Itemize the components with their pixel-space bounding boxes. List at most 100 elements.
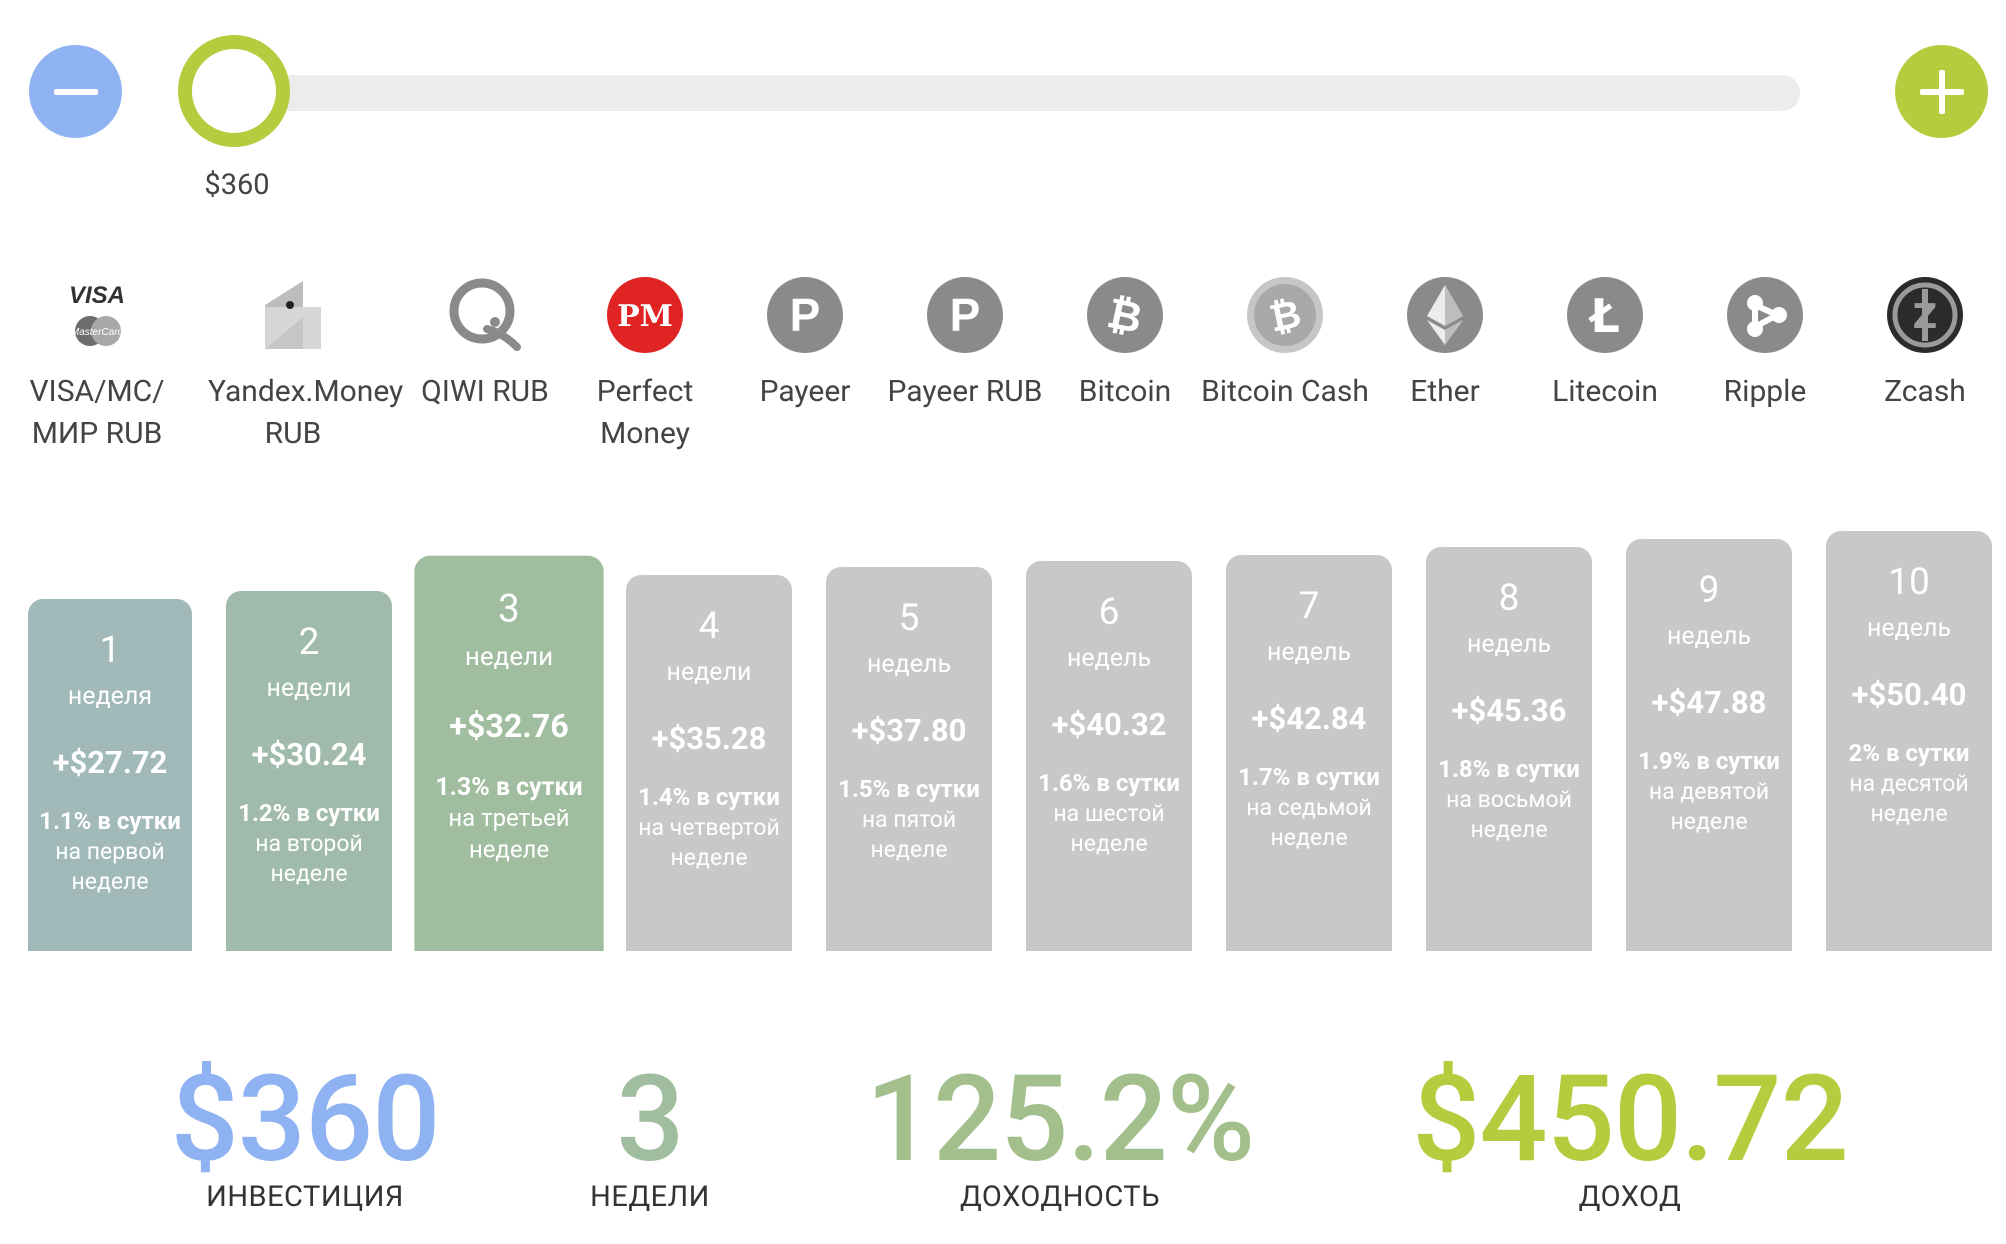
zcash-icon: Z [1885,275,1965,355]
yield-label: ДОХОДНОСТЬ [959,1180,1161,1214]
week-unit: недель [1866,614,1952,643]
amount-slider-track[interactable] [236,75,1800,111]
week-gain: +$42.84 [1251,700,1367,737]
week-note: на первой неделе [55,838,165,895]
week-number: 3 [498,587,520,632]
week-gain: +$47.88 [1651,684,1767,721]
week-card-2[interactable]: 2 недели +$30.24 1.2% в сутки на второй неде… [226,591,392,951]
week-unit: недель [866,650,952,679]
svg-text:Z: Z [1913,297,1938,337]
minus-icon [53,88,98,95]
qiwi-icon [445,275,525,355]
week-gain: +$45.36 [1451,692,1567,729]
week-note: на седьмой неделе [1246,794,1372,851]
payment-method-qiwi[interactable]: QIWI RUB [400,275,570,413]
week-card-4[interactable]: 4 недели +$35.28 1.4% в сутки на четвертой н… [626,575,792,951]
slider-value-label: $360 [204,168,270,202]
week-gain: +$32.76 [449,706,569,746]
week-number: 10 [1888,561,1930,604]
payment-method-ether[interactable]: Ether [1360,275,1530,413]
week-unit: недель [1066,644,1152,673]
week-number: 8 [1498,577,1520,620]
payment-method-payeer[interactable]: P Payeer [720,275,890,413]
stat-investment: $360 ИНВЕСТИЦИЯ [150,1060,460,1214]
week-number: 7 [1298,585,1320,628]
week-note: на пятой неделе [861,806,957,863]
payment-method-visa-mc[interactable]: VISA MasterCard VISA/MC/ МИР RUB [12,275,182,455]
decrease-button[interactable] [29,45,122,138]
plus-icon [1919,69,1964,114]
week-daily-rate: 1.8% в сутки [1438,755,1580,783]
week-gain: +$27.72 [52,744,168,781]
week-gain: +$35.28 [651,720,767,757]
litecoin-icon: Ł [1565,275,1645,355]
income-value: $450.72 [1412,1050,1849,1190]
bitcoin-cash-icon: ₿ [1245,275,1325,355]
payeer-icon: P [925,275,1005,355]
payment-method-zcash[interactable]: Z Zcash [1840,275,2006,413]
investment-label: ИНВЕСТИЦИЯ [206,1180,404,1214]
payment-method-payeer-rub[interactable]: P Payeer RUB [880,275,1050,413]
amount-slider-handle[interactable] [178,35,290,147]
payment-method-ripple[interactable]: Ripple [1680,275,1850,413]
week-daily-rate: 1.4% в сутки [638,783,780,811]
increase-button[interactable] [1895,45,1988,138]
week-unit: недели [266,674,352,703]
week-daily-rate: 1.5% в сутки [838,775,980,803]
svg-text:P: P [790,289,821,341]
week-gain: +$37.80 [851,712,967,749]
week-unit: неделя [67,682,153,711]
week-note: на четвертой неделе [638,814,780,871]
week-daily-rate: 1.1% в сутки [39,807,181,835]
week-note: на восьмой неделе [1446,786,1572,843]
week-card-1[interactable]: 1 неделя +$27.72 1.1% в сутки на первой неде… [28,599,192,951]
income-label: ДОХОД [1578,1180,1682,1214]
ether-icon [1405,275,1485,355]
week-gain: +$50.40 [1851,676,1967,713]
week-note: на второй неделе [255,830,363,887]
payment-method-litecoin[interactable]: Ł Litecoin [1520,275,1690,413]
svg-text:P: P [950,289,981,341]
payment-method-bitcoin[interactable]: ₿ Bitcoin [1040,275,1210,413]
svg-text:Ł: Ł [1587,289,1620,343]
week-note: на третьей неделе [448,804,570,864]
weeks-label: НЕДЕЛИ [590,1180,710,1214]
week-unit: недель [1666,622,1752,651]
perfect-money-icon: PM [605,275,685,355]
week-note: на девятой неделе [1648,778,1770,835]
week-number: 1 [99,629,121,672]
svg-text:VISA: VISA [69,282,125,309]
visa-mastercard-icon: VISA MasterCard [57,275,137,355]
week-number: 6 [1098,591,1120,634]
week-note: на шестой неделе [1053,800,1165,857]
week-number: 4 [698,605,720,648]
week-daily-rate: 1.6% в сутки [1038,769,1180,797]
week-card-6[interactable]: 6 недель +$40.32 1.6% в сутки на шестой неде… [1026,561,1192,951]
week-card-10[interactable]: 10 недель +$50.40 2% в сутки на десятой неде… [1826,531,1992,951]
ripple-icon [1725,275,1805,355]
investment-value: $360 [170,1050,441,1190]
week-card-5[interactable]: 5 недель +$37.80 1.5% в сутки на пятой недел… [826,567,992,951]
weeks-value: 3 [616,1050,684,1190]
week-card-3[interactable]: 3 недели +$32.76 1.3% в сутки на третьей нед… [414,555,604,951]
payment-method-yandex-money[interactable]: Yandex.Money RUB [208,275,403,455]
week-unit: недели [464,642,554,673]
week-number: 2 [298,621,320,664]
payment-method-perfect-money[interactable]: PM Perfect Money [560,275,730,455]
week-card-8[interactable]: 8 недель +$45.36 1.8% в сутки на восьмой нед… [1426,547,1592,951]
week-card-9[interactable]: 9 недель +$47.88 1.9% в сутки на девятой нед… [1626,539,1792,951]
week-unit: недель [1266,638,1352,667]
week-number: 5 [898,597,920,640]
week-gain: +$30.24 [251,736,367,773]
week-unit: недели [666,658,752,687]
yandex-money-icon [253,275,333,355]
payment-method-bitcoin-cash[interactable]: ₿ Bitcoin Cash [1200,275,1370,413]
svg-text:MasterCard: MasterCard [71,327,124,338]
week-daily-rate: 1.7% в сутки [1238,763,1380,791]
week-daily-rate: 1.3% в сутки [435,772,583,802]
week-daily-rate: 2% в сутки [1848,739,1970,767]
week-note: на десятой неделе [1849,770,1969,827]
week-card-7[interactable]: 7 недель +$42.84 1.7% в сутки на седьмой нед… [1226,555,1392,951]
yield-value: 125.2% [865,1050,1256,1190]
week-gain: +$40.32 [1051,706,1167,743]
